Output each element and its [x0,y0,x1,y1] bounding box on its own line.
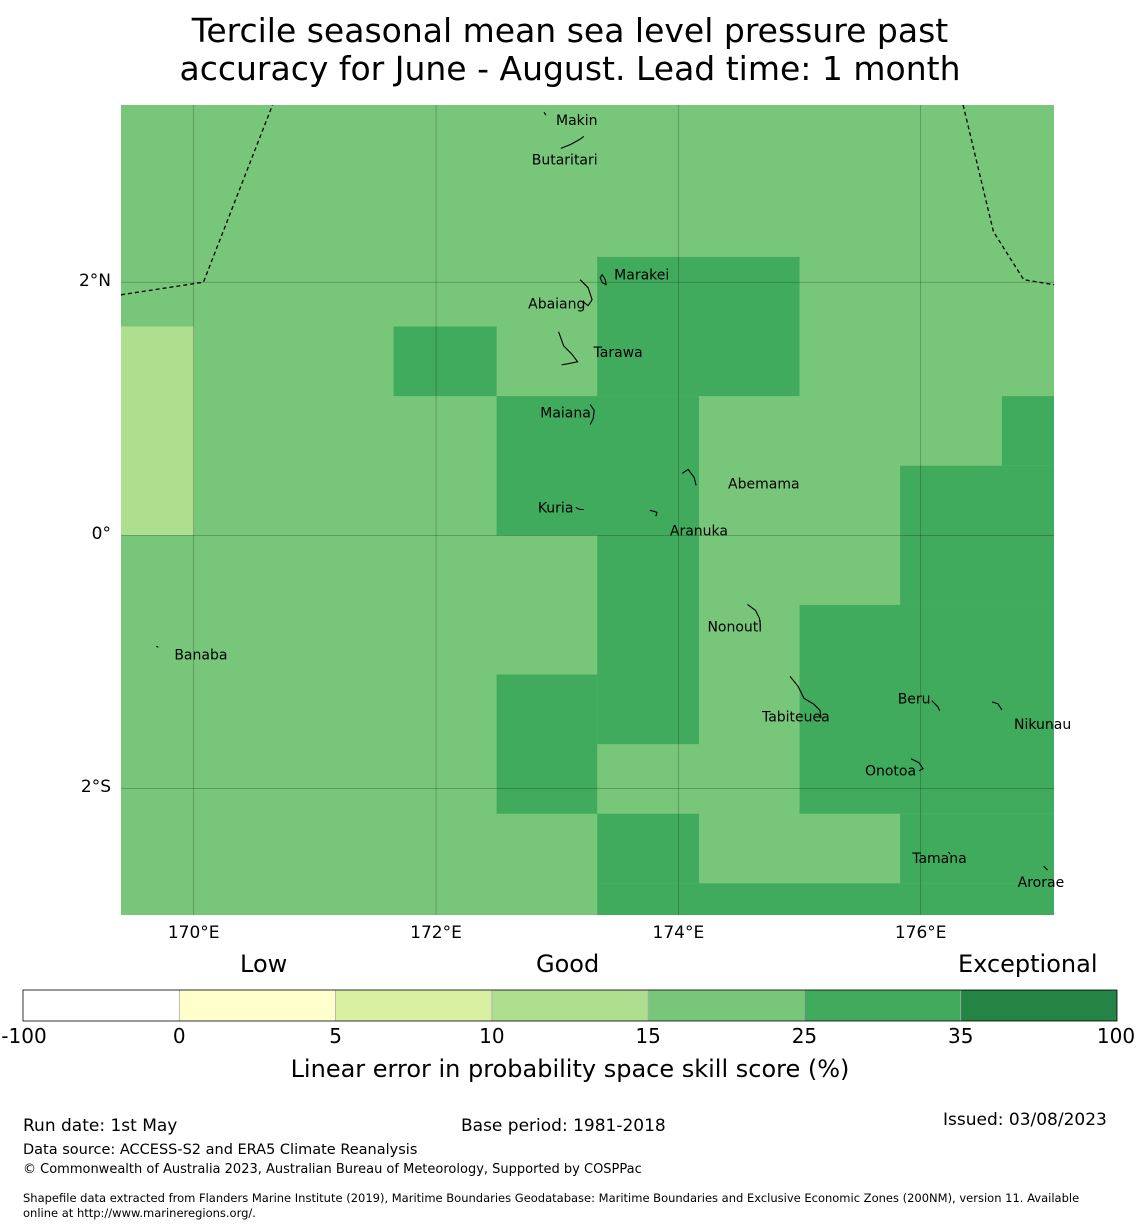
skill-cell [597,256,800,397]
shapefile-credit-line-1: Shapefile data extracted from Flanders M… [23,1191,1080,1205]
colorbar-tick-label: 25 [791,1024,818,1048]
legend-category-low: Low [240,950,288,978]
shapefile-credit-line-2: online at http://www.marineregions.org/. [23,1206,256,1220]
base-period: Base period: 1981-2018 [461,1116,666,1136]
colorbar-bin [960,990,1117,1021]
island-label: Butaritari [532,152,598,168]
island-label: Makin [556,113,598,129]
island-outline [681,468,697,486]
island-label: Nonouti [707,619,762,635]
island-label: Marakei [614,268,669,284]
island-label: Beru [898,692,931,708]
map-layer: Makin Butaritari Marakei Abaiang Tarawa Maian… [120,104,1071,915]
island-label: Tarawa [593,345,643,361]
island-label: Nikunau [1014,717,1071,733]
skill-cell [597,813,699,884]
title-line-2: accuracy for June - August. Lead time: 1… [179,49,961,88]
skill-cell [496,674,598,814]
colorbar-tick-label: 15 [635,1024,661,1048]
colorbar-frame [22,989,1118,1022]
eez-boundary [962,104,1055,286]
island-label: Kuria [538,500,574,516]
title-line-1: Tercile seasonal mean sea level pressure… [191,11,949,50]
lat-label: 2°N [78,271,111,292]
island-outline [931,700,941,711]
colorbar-bin [335,990,492,1021]
skill-cell [597,883,699,915]
island-outline [589,404,595,425]
island-outline [747,603,762,627]
skill-cell [496,396,699,536]
island-label: Arorae [1018,875,1065,891]
island-outline [558,331,579,366]
island-outline [1043,865,1048,871]
island-outline [575,507,584,511]
island-label: Maiana [540,406,591,422]
data-source: Data source: ACCESS-S2 and ERA5 Climate … [23,1142,418,1158]
island-outline [599,273,607,286]
island-outline [789,675,822,719]
issued-date: Issued: 03/08/2023 [943,1110,1107,1130]
island-outline [156,645,159,648]
island-outline [543,111,547,116]
colorbar-tick-label: 100 [1096,1024,1136,1048]
colorbar-bin [179,990,336,1021]
island-label: Tabiteuea [761,709,830,725]
lat-label: 2°S [80,777,111,798]
skill-cell [799,604,1054,814]
eez-boundary [120,104,274,296]
island-label: Banaba [174,647,227,663]
island-outline [579,279,593,307]
colorbar-tick-label: 5 [329,1024,342,1048]
skill-cell [698,883,1054,915]
lon-label: 172°E [410,923,462,943]
island-outline [560,135,585,149]
lon-label: 174°E [652,923,705,943]
colorbar-bin [491,990,649,1021]
island-label: Onotoa [865,764,916,780]
lon-label: 176°E [894,923,947,943]
run-date: Run date: 1st May [23,1116,178,1136]
colorbar-bin [804,990,961,1021]
island-outline [910,758,924,772]
legend-category-exceptional: Exceptional [958,950,1098,978]
skill-cell [597,535,699,745]
legend-category-good: Good [536,950,600,978]
island-label: Tamana [911,851,966,867]
colorbar-tick-label: -100 [1,1024,47,1048]
colorbar-bin [648,990,805,1021]
skill-cell [900,813,1054,884]
skill-cell [393,326,497,397]
island-label: Abemama [728,476,800,492]
colorbar-tick-label: 35 [947,1024,974,1048]
copyright: © Commonwealth of Australia 2023, Austra… [23,1162,642,1177]
colorbar-tick-label: 10 [479,1024,505,1048]
colorbar-title: Linear error in probability space skill … [290,1055,850,1083]
colorbar-bin [23,990,180,1021]
skill-cell [121,326,194,536]
skill-cell [900,465,1054,605]
island-label: Abaiang [528,297,585,313]
skill-cell [1001,396,1054,466]
island-outline [991,701,1003,711]
chart-title: Tercile seasonal mean sea level pressure… [0,12,1140,88]
island-outline [947,851,951,855]
island-outline [649,509,658,517]
colorbar-tick-label: 0 [172,1024,186,1048]
lat-label: 0° [91,524,111,545]
lon-label: 170°E [167,923,220,943]
island-label: Aranuka [670,523,728,539]
